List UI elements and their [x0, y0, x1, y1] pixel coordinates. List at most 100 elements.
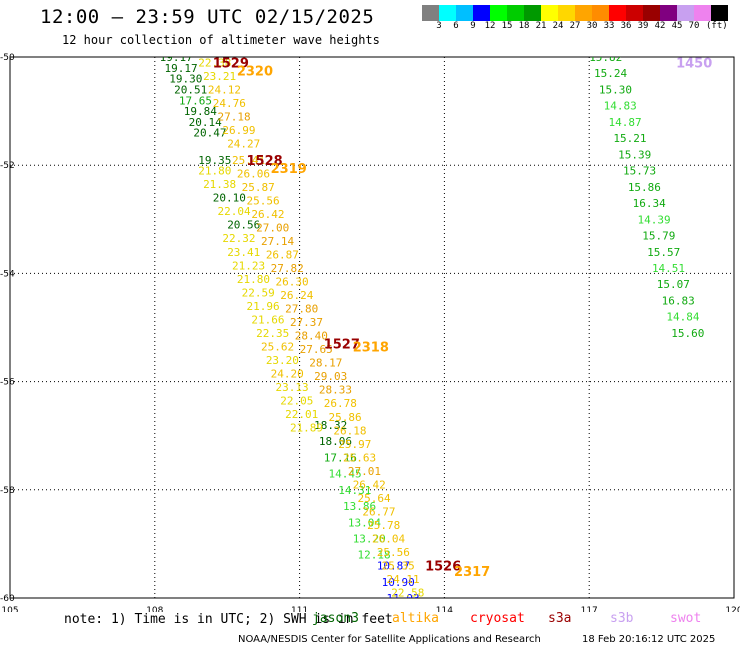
colorbar-swatch	[558, 5, 575, 21]
wave-height-value: 23.41	[227, 246, 260, 259]
wave-height-value: 20.47	[193, 127, 226, 140]
wave-height-value: 27.80	[285, 303, 318, 316]
y-tick-label: -52	[0, 161, 15, 171]
wave-height-value: 14.83	[604, 100, 637, 113]
y-tick-label: -58	[0, 486, 15, 496]
pass-time-label: 2317	[454, 565, 490, 580]
wave-height-value: 22.05	[280, 395, 313, 408]
wave-height-value: 21.96	[247, 300, 280, 313]
wave-height-value: 15.39	[618, 148, 651, 161]
wave-height-value: 23.20	[266, 354, 299, 367]
satellite-legend: jason3 altika cryosat s3a s3b swot	[0, 611, 740, 629]
wave-height-value: 25.35	[382, 560, 415, 573]
wave-height-value: 28.33	[319, 384, 352, 397]
wave-height-value: 16.83	[662, 294, 695, 307]
wave-height-value: 27.37	[290, 316, 323, 329]
wave-height-value: 22.38	[198, 56, 231, 69]
colorbar-swatch	[507, 5, 524, 21]
x-tick-label: 117	[581, 606, 598, 612]
wave-height-value: 13.20	[353, 532, 386, 545]
colorbar-tick-label: 30	[586, 21, 598, 31]
x-tick-label: 111	[291, 606, 308, 612]
wave-height-value: 24.11	[386, 573, 419, 586]
colorbar-tick-label: 24	[552, 21, 564, 31]
colorbar-swatch	[660, 5, 677, 21]
wave-height-value: 26.78	[324, 397, 357, 410]
colorbar-tick-label: 3	[436, 21, 442, 31]
colorbar-tick-label: 45	[671, 21, 683, 31]
wave-height-value: 25.64	[358, 492, 391, 505]
colorbar-tick-label: 39	[637, 21, 649, 31]
y-tick-label: -56	[0, 378, 15, 388]
wave-height-value: 25.56	[247, 194, 280, 207]
colorbar-swatch	[694, 5, 711, 21]
wave-height-value: 28.40	[295, 330, 328, 343]
wave-height-value: 15.24	[594, 67, 627, 80]
pass-time-label: 2319	[271, 162, 307, 177]
wave-height-value: 26.24	[280, 289, 313, 302]
colorbar	[422, 5, 728, 21]
colorbar-tick-label: 9	[470, 21, 476, 31]
wave-height-value: 21.89	[290, 422, 323, 435]
colorbar-swatch	[541, 5, 558, 21]
wave-height-value: 20.56	[227, 219, 260, 232]
wave-height-value: 23.21	[203, 70, 236, 83]
wave-height-value: 27.18	[218, 111, 251, 124]
wave-height-value: 14.84	[666, 311, 699, 324]
wave-height-value: 16.34	[633, 197, 666, 210]
wave-height-value: 29.03	[314, 370, 347, 383]
wave-height-value: 22.35	[256, 327, 289, 340]
wave-height-value: 18.32	[314, 419, 347, 432]
x-tick-label: 105	[1, 606, 18, 612]
x-tick-label: 108	[146, 606, 163, 612]
wave-height-value: 26.04	[372, 532, 405, 545]
wave-height-value: 22.58	[391, 587, 424, 600]
colorbar-swatch	[473, 5, 490, 21]
colorbar-swatch	[422, 5, 439, 21]
wave-height-value: 15.21	[613, 132, 646, 145]
colorbar-unit: (ft)	[706, 21, 728, 31]
wave-height-value: 12.18	[358, 549, 391, 562]
footer-note-text: note: 1) Time is in UTC; 2) SWH is in fe…	[64, 612, 393, 627]
pass-time-label: 1529	[213, 56, 249, 71]
wave-height-value: 14.39	[637, 213, 670, 226]
wave-height-value: 26.77	[362, 505, 395, 518]
data-points: 19.1719.1719.3020.5117.6519.8420.1420.47…	[160, 56, 713, 600]
colorbar-tick-label: 33	[603, 21, 615, 31]
colorbar-tick-label: 15	[501, 21, 513, 31]
pass-time-label: 1527	[324, 338, 360, 353]
wave-height-value: 20.10	[213, 192, 246, 205]
y-tick-label: -60	[0, 594, 15, 604]
wave-height-value: 14.45	[329, 468, 362, 481]
wave-height-value: 23.13	[275, 381, 308, 394]
wave-height-value: 21.66	[251, 313, 284, 326]
wave-height-value: 20.51	[174, 83, 207, 96]
wave-height-value: 14.31	[338, 484, 371, 497]
chart-title: 12:00 — 23:59 UTC 02/15/2025	[40, 6, 375, 28]
pass-time-label: 1528	[247, 154, 283, 169]
pass-time-label: 2318	[353, 340, 389, 355]
wave-height-value: 10.87	[377, 560, 410, 573]
wave-height-value: 26.06	[237, 167, 270, 180]
colorbar-swatch	[439, 5, 456, 21]
pass-time-label: 1450	[676, 56, 712, 71]
colorbar-tick-label: 21	[535, 21, 547, 31]
wave-height-value: 14.51	[652, 262, 685, 275]
colorbar-swatch	[711, 5, 728, 21]
wave-height-value: 21.80	[237, 273, 270, 286]
colorbar-swatch	[592, 5, 609, 21]
wave-height-value: 25.86	[329, 411, 362, 424]
wave-height-value: 21.38	[203, 178, 236, 191]
wave-height-value: 27.00	[256, 221, 289, 234]
legend-entry-s3a: s3a	[548, 611, 572, 626]
wave-height-value: 24.12	[208, 83, 241, 96]
wave-height-value: 25.78	[367, 519, 400, 532]
colorbar-tick-label: 6	[453, 21, 459, 31]
wave-height-value: 19.35	[198, 154, 231, 167]
wave-height-value: 18.06	[319, 435, 352, 448]
wave-height-value: 17.16	[324, 451, 357, 464]
wave-height-value: 26.30	[275, 276, 308, 289]
chart-subtitle: 12 hour collection of altimeter wave hei…	[62, 33, 380, 47]
wave-height-value: 25.97	[338, 438, 371, 451]
wave-height-value: 20.14	[189, 116, 222, 129]
